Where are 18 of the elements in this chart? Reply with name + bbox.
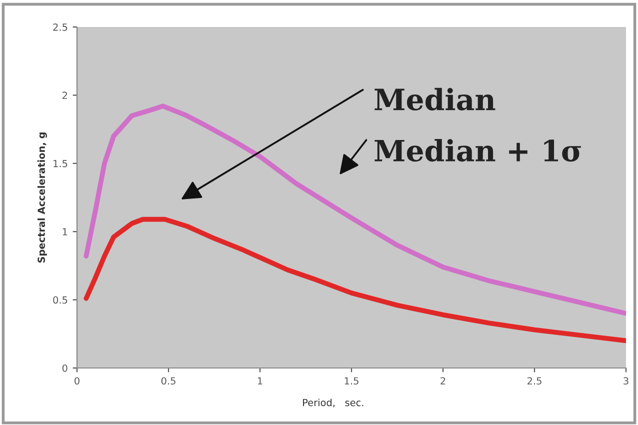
annotation: Median + 1σ bbox=[374, 139, 581, 162]
x-tick-label: 1 bbox=[258, 377, 262, 384]
x-tick-label: 2 bbox=[440, 377, 446, 384]
x-tick-label: 0.5 bbox=[161, 377, 176, 385]
y-tick-label: 1 bbox=[62, 228, 68, 236]
line-series bbox=[84, 216, 626, 344]
x-tick-label: 1.5 bbox=[344, 377, 358, 385]
x-axis-title: Period, sec. bbox=[303, 398, 364, 408]
x-tick-label: 0 bbox=[74, 377, 80, 385]
x-tick-label: 2.5 bbox=[527, 377, 542, 385]
y-tick-label: 2 bbox=[62, 92, 67, 99]
x-tick-label: 3 bbox=[624, 377, 628, 385]
y-tick-label: 2.5 bbox=[53, 23, 68, 31]
y-axis-title: Spectral Acceleration, g bbox=[37, 132, 47, 263]
y-tick-label: 1.5 bbox=[54, 160, 68, 168]
y-tick-label: 0.5 bbox=[53, 296, 68, 304]
y-tick-label: 0 bbox=[62, 364, 68, 372]
annotation: Median bbox=[374, 88, 496, 110]
